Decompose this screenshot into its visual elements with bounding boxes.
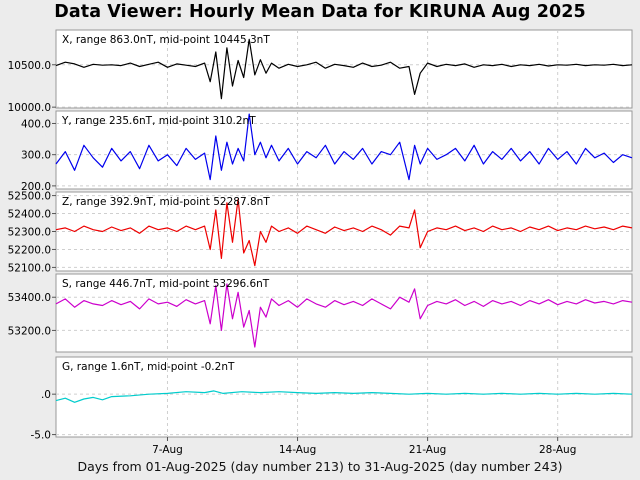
panel-z-ytick-label: 52200.0	[8, 244, 51, 256]
panel-y-ytick-label: 200.0	[21, 181, 51, 193]
panel-g-ytick-label: .0	[41, 389, 51, 401]
panel-g-ytick-label: -5.0	[31, 430, 52, 442]
panel-z-ytick-label: 52300.0	[8, 227, 51, 239]
x-tick-label: 28-Aug	[539, 444, 576, 456]
chart-title: Data Viewer: Hourly Mean Data for KIRUNA…	[54, 2, 586, 22]
series-g	[55, 390, 633, 403]
series-x	[55, 38, 633, 100]
series-s	[55, 283, 633, 348]
panel-z-ytick-label: 52100.0	[8, 262, 51, 274]
panel-x	[55, 29, 633, 109]
panel-g-label: G, range 1.6nT, mid-point -0.2nT	[62, 361, 235, 373]
panel-g	[55, 356, 633, 438]
panel-y	[55, 110, 633, 190]
x-axis-label: Days from 01-Aug-2025 (day number 213) t…	[77, 459, 563, 474]
panel-y-label: Y, range 235.6nT, mid-point 310.2nT	[61, 115, 256, 127]
panel-s	[55, 273, 633, 353]
panel-z-label: Z, range 392.9nT, mid-point 52287.8nT	[62, 196, 270, 208]
x-tick-label: 14-Aug	[279, 444, 316, 456]
panel-s-label: S, range 446.7nT, mid-point 53296.6nT	[62, 278, 270, 290]
x-tick-label: 21-Aug	[409, 444, 446, 456]
panel-z-ytick-label: 52400.0	[8, 209, 51, 221]
panel-y-ytick-label: 400.0	[21, 118, 51, 130]
series-z	[55, 198, 633, 267]
x-tick-label: 7-Aug	[152, 444, 183, 456]
panel-s-ytick-label: 53200.0	[8, 325, 51, 337]
panel-x-ytick-label: 10500.0	[8, 60, 51, 72]
panel-z-ytick-label: 52500.0	[8, 191, 51, 203]
series-y	[55, 113, 633, 181]
panel-s-ytick-label: 53400.0	[8, 292, 51, 304]
panel-x-ytick-label: 10000.0	[8, 102, 51, 114]
panel-y-ytick-label: 300.0	[21, 150, 51, 162]
panel-x-label: X, range 863.0nT, mid-point 10445.3nT	[62, 34, 270, 46]
